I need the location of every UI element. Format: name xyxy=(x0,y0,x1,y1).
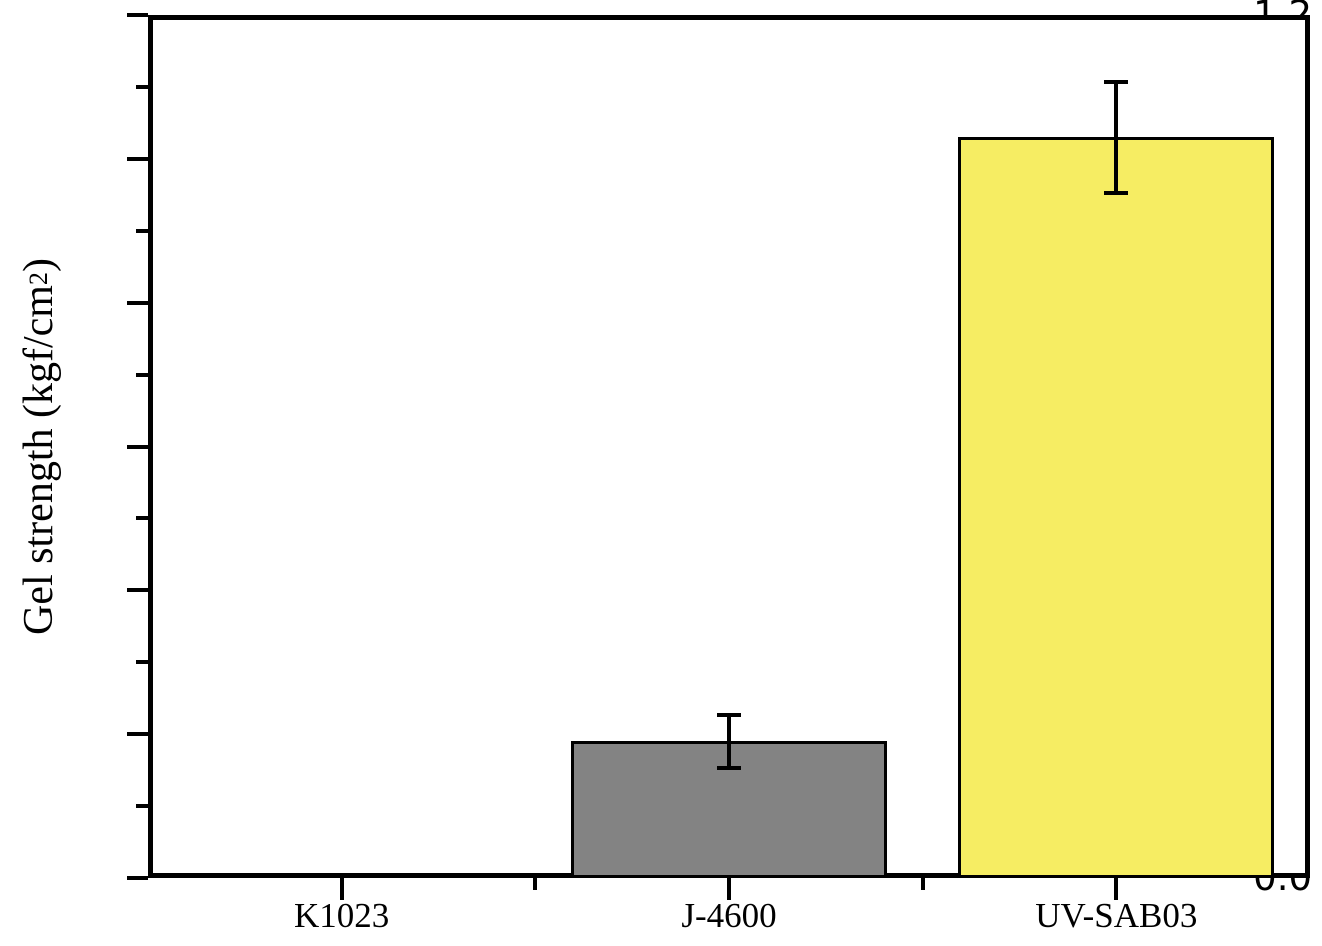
x-axis-tick-minor xyxy=(920,878,925,890)
x-axis-tick-major xyxy=(727,878,731,900)
y-axis-tick-minor xyxy=(136,372,148,377)
error-bar-stem xyxy=(1114,79,1119,195)
bars-layer xyxy=(148,15,1310,878)
y-axis-tick-major xyxy=(127,300,148,305)
x-axis-tick-minor xyxy=(533,878,538,890)
y-axis-tick-major xyxy=(127,444,148,449)
x-axis-tick-major xyxy=(1114,878,1119,900)
bar xyxy=(958,137,1275,878)
y-axis-tick-major xyxy=(127,156,148,161)
y-axis-tick-major xyxy=(127,876,148,880)
error-bar-stem xyxy=(727,712,731,771)
error-bar-cap-top xyxy=(1104,79,1129,84)
y-axis-title: Gel strength (kgf/cm 2) xyxy=(16,258,62,635)
y-axis-tick-major xyxy=(127,13,148,17)
error-bar xyxy=(1096,79,1136,195)
x-axis-tick-label: UV-SAB03 xyxy=(1035,896,1198,935)
y-axis-tick-minor xyxy=(136,228,148,233)
y-axis-tick-minor xyxy=(136,804,148,809)
x-axis-tick-major xyxy=(339,878,344,900)
y-axis-tick-minor xyxy=(136,516,148,521)
y-axis-tick-minor xyxy=(136,84,148,89)
error-bar-cap-bottom xyxy=(717,766,741,771)
x-axis-tick-label: J-4600 xyxy=(681,896,777,935)
error-bar xyxy=(709,712,749,771)
y-axis-tick-major xyxy=(127,588,148,593)
y-axis-tick-minor xyxy=(136,660,148,665)
error-bar-cap-bottom xyxy=(1104,190,1129,195)
error-bar-cap-top xyxy=(717,712,741,717)
x-axis-tick-label: K1023 xyxy=(294,896,390,935)
y-axis-title-paren: ) xyxy=(16,258,62,273)
y-axis-title-text: Gel strength (kgf/cm xyxy=(16,285,62,635)
y-axis-tick-major xyxy=(127,732,148,737)
